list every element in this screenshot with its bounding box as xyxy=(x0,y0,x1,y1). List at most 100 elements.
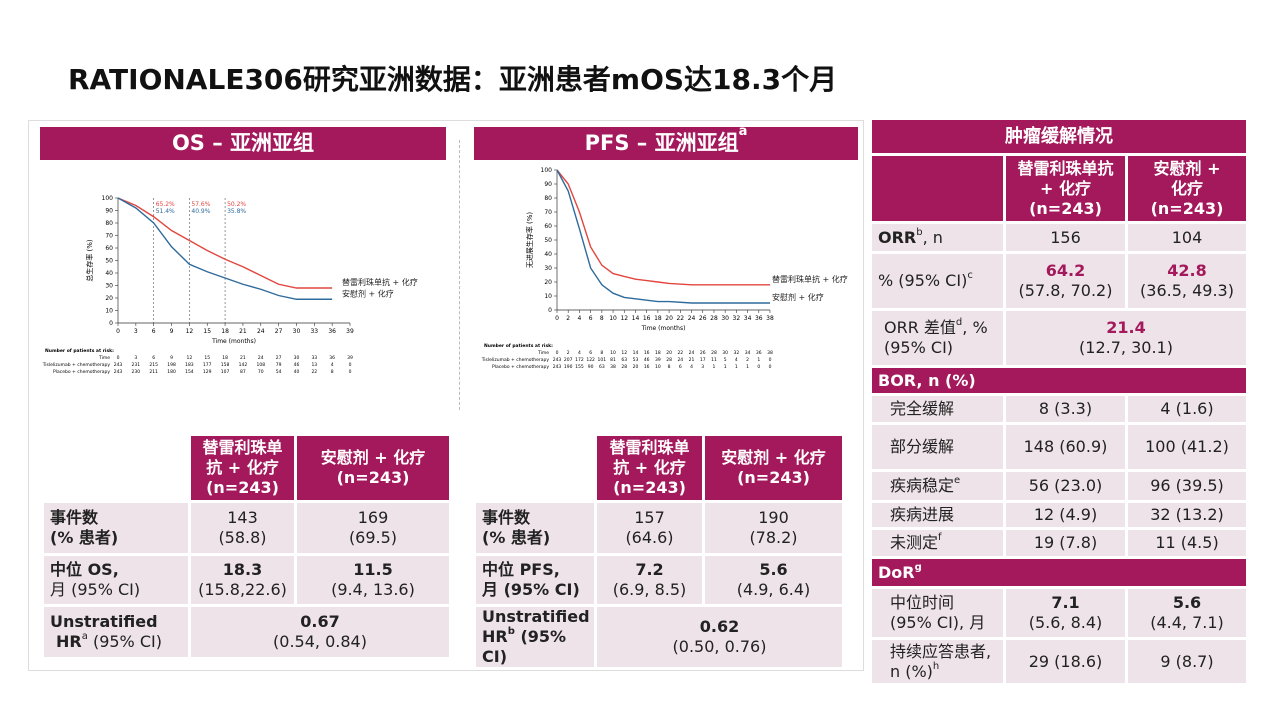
risk-count: 17 xyxy=(700,357,706,363)
x-tick-label: 0 xyxy=(555,315,559,322)
line: (57.8, 70.2) xyxy=(1018,281,1113,300)
pfs-header: PFS – 亚洲亚组a xyxy=(474,124,858,160)
risk-time: 22 xyxy=(677,350,683,356)
y-tick-label: 80 xyxy=(105,220,113,227)
cell: 12 (4.9) xyxy=(1006,503,1125,527)
line: 安慰剂 + 化疗 xyxy=(721,448,826,467)
x-tick-label: 10 xyxy=(609,315,617,322)
line: (69.5) xyxy=(348,528,398,547)
cell: 7.2 (6.9, 8.5) xyxy=(597,556,702,604)
x-tick-label: 0 xyxy=(116,328,120,335)
landmark-label: 40.9% xyxy=(191,208,210,215)
x-tick-label: 9 xyxy=(170,328,174,335)
label: 部分缓解 xyxy=(890,437,955,456)
line: (n=243) xyxy=(1029,198,1102,218)
risk-row-name: Tislelizumab + chemotherapy xyxy=(42,362,111,368)
risk-count: 107 xyxy=(221,369,230,375)
table-title: 肿瘤缓解情况 xyxy=(872,120,1246,153)
risk-count: 243 xyxy=(553,357,562,363)
risk-time: 21 xyxy=(240,355,246,361)
x-tick-label: 8 xyxy=(600,315,604,322)
cell: 96 (39.5) xyxy=(1128,472,1246,500)
y-tick-label: 80 xyxy=(544,195,552,202)
risk-count: 11 xyxy=(711,357,717,363)
risk-count: 28 xyxy=(666,357,672,363)
risk-row-name: Placebo + chemotherapy xyxy=(492,364,549,370)
x-tick-label: 15 xyxy=(203,328,211,335)
cell: 0.67 (0.54, 0.84) xyxy=(191,607,449,657)
row-label: 事件数 (% 患者) xyxy=(476,503,594,553)
risk-count: 230 xyxy=(132,369,141,375)
line: 169 xyxy=(357,508,389,527)
line: (% 患者) xyxy=(482,528,551,547)
y-tick-label: 70 xyxy=(105,233,113,240)
y-tick-label: 10 xyxy=(105,308,113,315)
col-head: 替雷利珠单抗 + 化疗 (n=243) xyxy=(191,436,294,500)
line: 157 xyxy=(634,508,665,527)
line: 64.2 xyxy=(1045,261,1086,280)
risk-count: 40 xyxy=(294,369,300,375)
line: 18.3 xyxy=(222,560,263,579)
risk-time: 28 xyxy=(711,350,717,356)
risk-count: 108 xyxy=(256,362,265,368)
line: (n=243) xyxy=(737,468,810,487)
y-tick-label: 90 xyxy=(544,181,552,188)
label: ORR 差值 xyxy=(884,318,956,337)
x-tick-label: 20 xyxy=(665,315,673,322)
risk-count: 154 xyxy=(185,369,194,375)
km-curve xyxy=(117,197,333,300)
risk-time: 2 xyxy=(567,350,570,356)
label: DoR xyxy=(878,562,915,582)
line: (58.8) xyxy=(218,528,267,547)
line: (36.5, 49.3) xyxy=(1140,281,1234,300)
line: Unstratified xyxy=(50,612,158,631)
row-label: 事件数 (% 患者) xyxy=(44,503,188,553)
risk-count: 5 xyxy=(724,357,727,363)
legend-label: 替雷利珠单抗 + 化疗 xyxy=(342,277,418,287)
row-label: ORRb, n xyxy=(872,224,1003,251)
footnote-mark: f xyxy=(938,532,942,543)
cell: 11 (4.5) xyxy=(1128,530,1246,556)
risk-time: 15 xyxy=(204,355,210,361)
line: 0.62 xyxy=(699,617,740,636)
risk-count: 4 xyxy=(331,362,334,368)
line: (95% CI) xyxy=(482,627,567,666)
footnote-mark: a xyxy=(738,124,748,139)
risk-count: 231 xyxy=(132,362,141,368)
risk-count: 0 xyxy=(349,362,352,368)
label: n (%) xyxy=(890,661,933,681)
row: 疾病进展 12 (4.9) 32 (13.2) xyxy=(872,503,1246,527)
risk-count: 0 xyxy=(769,357,772,363)
risk-count: 21 xyxy=(689,357,695,363)
line: 7.1 xyxy=(1051,593,1080,612)
line: 5.6 xyxy=(759,560,788,579)
section-header: DoRg xyxy=(872,559,1246,586)
line: 抗 + 化疗 xyxy=(206,458,279,477)
col-head: 替雷利珠单抗 + 化疗 (n=243) xyxy=(1006,156,1125,221)
cell: 5.6 (4.4, 7.1) xyxy=(1128,589,1246,637)
risk-count: 2 xyxy=(746,357,749,363)
row-label: 持续应答患者, n (%)h xyxy=(872,640,1003,683)
line: 持续应答患者, xyxy=(890,641,992,661)
risk-count: 101 xyxy=(598,357,607,363)
risk-time: 12 xyxy=(187,355,193,361)
cell: 21.4 (12.7, 30.1) xyxy=(1006,311,1246,365)
line: (4.4, 7.1) xyxy=(1150,613,1224,632)
panel-frame xyxy=(28,120,864,671)
row-label: 完全缓解 xyxy=(872,396,1003,422)
cell: 104 xyxy=(1128,224,1246,251)
x-axis-label: Time (months) xyxy=(211,338,256,345)
row-label: 疾病进展 xyxy=(872,503,1003,527)
risk-time: 12 xyxy=(621,350,627,356)
x-tick-label: 28 xyxy=(710,315,718,322)
risk-count: 177 xyxy=(203,362,212,368)
y-tick-label: 20 xyxy=(105,295,113,302)
landmark-label: 35.8% xyxy=(227,208,246,215)
risk-count: 1 xyxy=(746,364,749,370)
line: 事件数 xyxy=(482,508,531,527)
risk-count: 215 xyxy=(149,362,158,368)
x-tick-label: 27 xyxy=(275,328,283,335)
risk-count: 70 xyxy=(258,369,264,375)
risk-time: 33 xyxy=(311,355,317,361)
